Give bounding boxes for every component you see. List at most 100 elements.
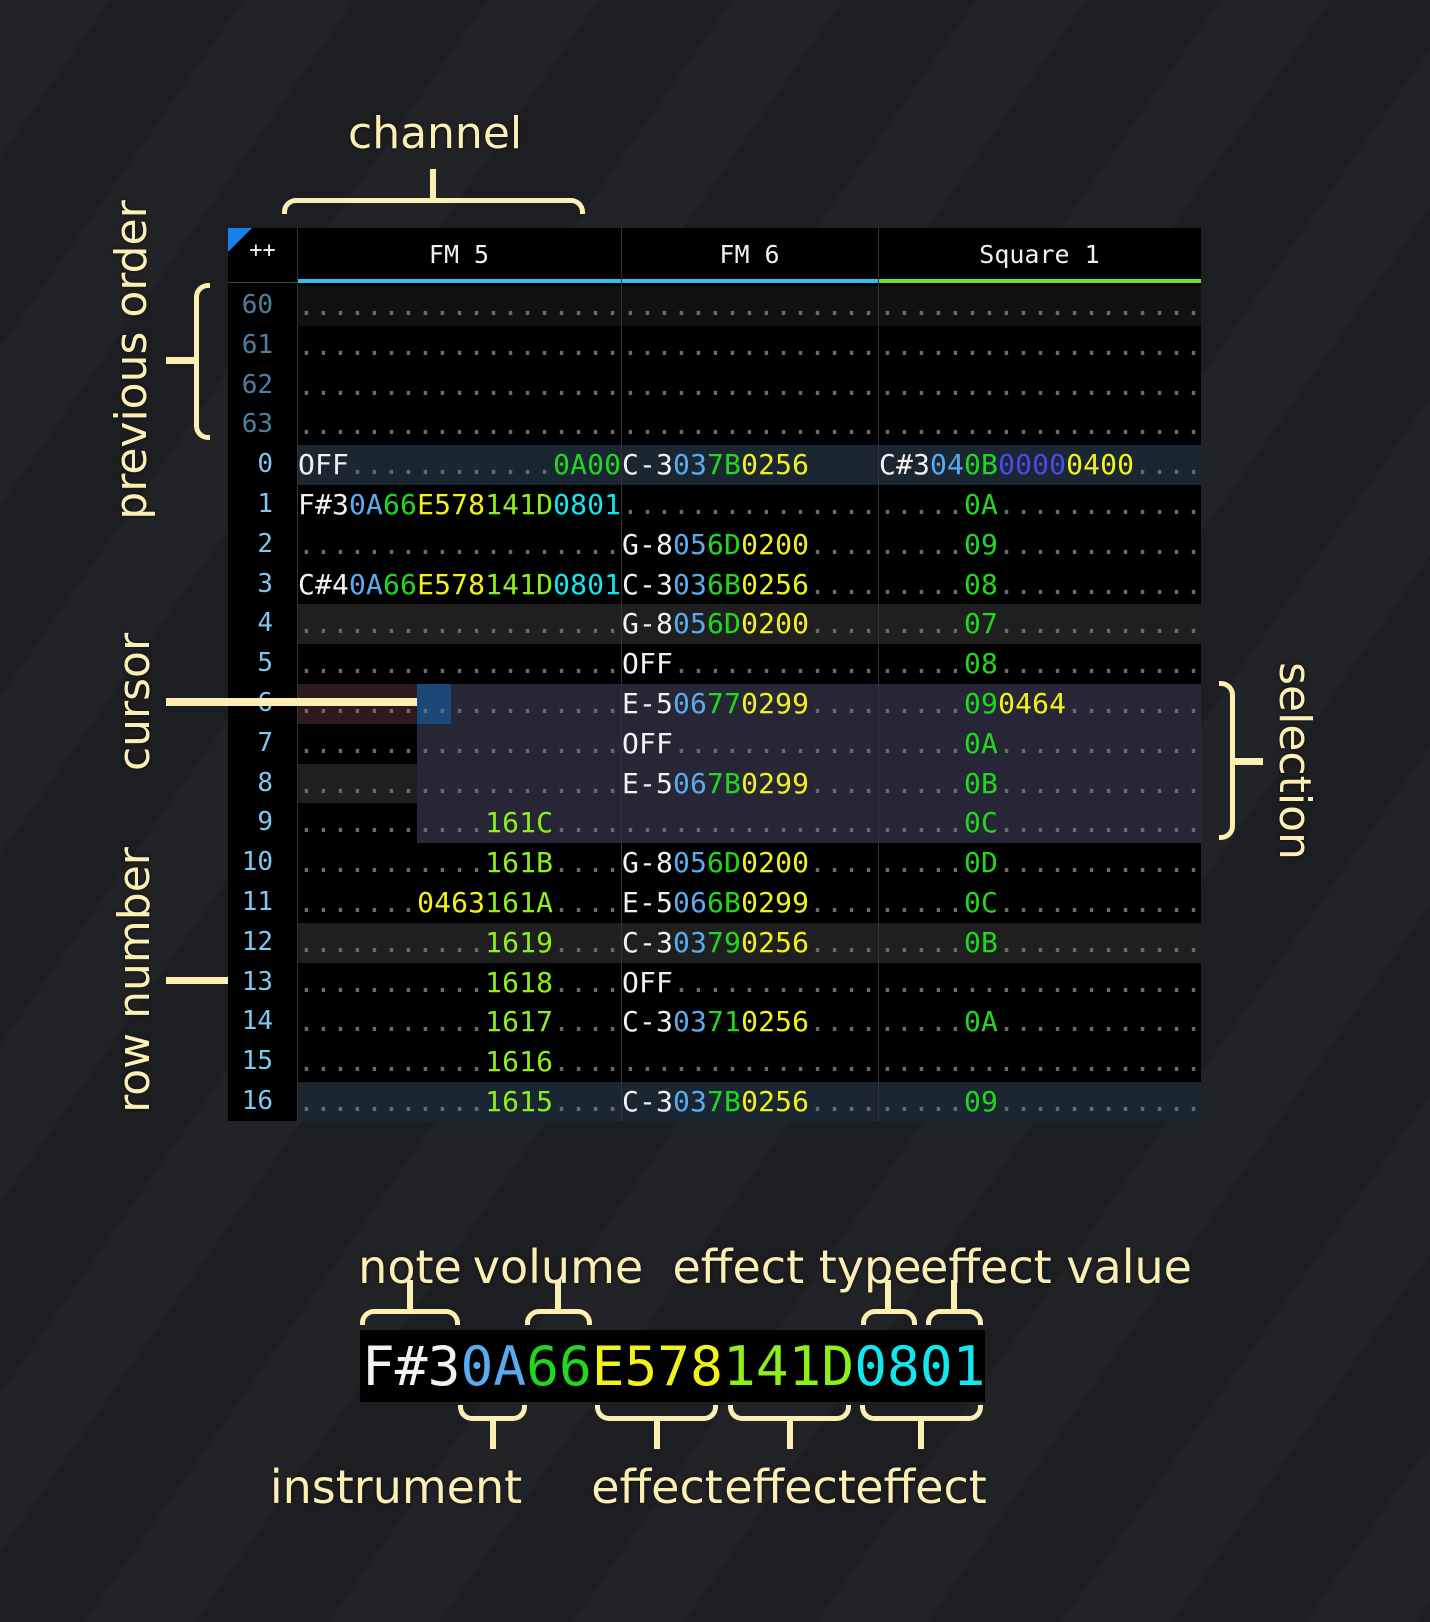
pattern-cell[interactable]: ...........1619.... [298,923,621,963]
pattern-cell[interactable]: ................... [298,326,621,366]
pattern-cell[interactable]: C-303710256.... [622,1002,877,1042]
pattern-cell[interactable]: .....0A............ [879,485,1201,525]
pattern-row[interactable]: 63......................................… [228,405,1201,445]
pattern-row[interactable]: 0 OFF............0A00 C-3037B0256 C#3040B00… [228,445,1201,485]
empty-field: ............ [998,607,1201,641]
pattern-cell[interactable]: E-506770299.... [622,684,877,724]
pattern-row[interactable]: 8................... E-5067B0299.........… [228,763,1201,804]
pattern-cell[interactable]: ............... [622,405,877,445]
pattern-cell[interactable]: ............... [622,286,877,326]
cursor[interactable] [417,684,452,724]
pattern-cell[interactable]: ................... [879,405,1201,445]
pattern-cell[interactable]: ................... [298,724,621,764]
pattern-cell[interactable]: E-5066B0299.... [622,883,877,923]
pattern-cell[interactable]: ...........1615.... [298,1082,621,1121]
pattern-cell[interactable]: OFF............ [622,724,877,764]
pattern-cell[interactable]: ................... [879,286,1201,326]
pattern-row[interactable]: 12 ...........1619.... C-303790256........… [228,922,1201,963]
pattern-cell[interactable]: ................... [298,764,621,804]
pattern-row[interactable]: 61......................................… [228,326,1201,366]
row-highlight [298,445,1201,485]
pattern-cell[interactable]: .....09............ [879,525,1201,565]
pattern-cell[interactable]: .....0B............ [879,764,1201,804]
pattern-cell[interactable]: ............... [622,326,877,366]
channel-header[interactable]: FM 6 [719,239,780,269]
pattern-cell[interactable]: .......0463161A.... [298,883,621,923]
note-bracket [360,1309,460,1325]
pattern-cell[interactable]: C-3037B0256 [622,445,809,485]
pattern-cell[interactable]: .....090464........ [879,684,1201,724]
pattern-cell[interactable]: F#30A66E578141D0801 [298,485,621,525]
pattern-row[interactable]: 10 ...........161B.... G-8056D0200........… [228,843,1201,883]
pattern-cell[interactable]: .....0B............ [879,923,1201,963]
pattern-row[interactable]: 2................... G-8056D0200.........… [228,525,1201,565]
pattern-cell[interactable]: .....0D............ [879,843,1201,883]
pattern-cell[interactable]: ...........1617.... [298,1002,621,1042]
pattern-cell[interactable]: ............... [622,1042,877,1082]
pattern-cell[interactable]: ...........1616.... [298,1042,621,1082]
pattern-row[interactable]: 9 ...........161C........................… [228,803,1201,844]
pattern-cell[interactable]: OFF............0A00 [298,445,621,485]
pattern-cell[interactable]: ................... [298,604,621,644]
pattern-cell[interactable]: .....0C............ [879,883,1201,923]
pattern-cell[interactable]: .....09............ [879,1082,1201,1121]
row-number: 13 [241,966,273,997]
pattern-row[interactable]: 7................... OFF.................… [228,723,1201,764]
pattern-cell[interactable]: ................... [879,963,1201,1003]
pattern-row[interactable]: 14 ...........1617.... C-303710256........… [228,1002,1201,1042]
pattern-cell[interactable]: .....0A............ [879,724,1201,764]
pattern-cell[interactable]: .....08............ [879,565,1201,605]
pattern-cell[interactable]: C#3040B00000400.... [879,445,1201,485]
field-value: 03 [673,1005,708,1039]
pattern-cell[interactable]: ................... [298,525,621,565]
add-channel-button[interactable]: ++ [249,237,276,263]
pattern-row[interactable]: 11 .......0463161A.... E-5066B0299........… [228,883,1201,923]
pattern-cell[interactable]: ................... [298,644,621,684]
empty-field: ............ [998,527,1201,561]
field-value: 0A [964,488,999,521]
pattern-cell[interactable]: G-8056D0200.... [622,604,877,644]
pattern-cell[interactable]: ................... [298,405,621,445]
pattern-cell[interactable]: C-303790256.... [622,923,877,963]
pattern-cell[interactable]: C-3036B0256.... [622,565,877,605]
pattern-row[interactable]: 13 ...........1618.... OFF................… [228,963,1201,1003]
pattern-cell[interactable]: ............... [622,485,877,525]
pattern-row[interactable]: 15 ...........1616.......................… [228,1042,1201,1082]
pattern-row[interactable]: 5................... OFF.................… [228,644,1201,684]
pattern-cell[interactable]: OFF............ [622,644,877,684]
pattern-cell[interactable]: ............... [622,366,877,406]
pattern-cell[interactable]: .....0C............ [879,803,1201,843]
pattern-cell[interactable]: ................... [298,366,621,406]
pattern-cell[interactable]: ...........161C.... [298,803,621,843]
pattern-row[interactable]: 4................... G-8056D0200.........… [228,604,1201,645]
pattern-cell[interactable]: ............... [622,803,877,843]
pattern-cell[interactable]: G-8056D0200.... [622,525,877,565]
pattern-editor[interactable]: ++ FM 5 FM 6 Square 1 60..................… [228,228,1201,1121]
pattern-cell[interactable]: ................... [879,366,1201,406]
pattern-cell[interactable]: ................... [879,1042,1201,1082]
empty-field: ........... [298,925,486,959]
field-value: F#3 [362,1334,461,1398]
pattern-cell[interactable]: ................... [298,286,621,326]
pattern-cell[interactable]: E-5067B0299.... [622,764,877,804]
pattern-cell[interactable]: C-3037B0256.... [622,1082,877,1121]
pattern-cell[interactable]: .....07............ [879,604,1201,644]
empty-field: ................... [879,408,1201,442]
channel-header[interactable]: Square 1 [979,239,1100,269]
pattern-row[interactable]: 60......................................… [228,286,1201,326]
pattern-row[interactable]: 1 F#30A66E578141D0801....................… [228,485,1201,525]
pattern-cell[interactable]: .....08............ [879,644,1201,684]
pattern-cell[interactable]: OFF............ [622,963,877,1003]
pattern-row[interactable]: 3 C#40A66E578141D0801 C-3036B0256.........… [228,565,1201,605]
pattern-cell[interactable]: G-8056D0200.... [622,843,877,883]
channel-header[interactable]: FM 5 [428,239,490,269]
pattern-row[interactable]: 6...................E-506770299.........… [228,684,1201,724]
pattern-cell[interactable]: ................... [879,326,1201,366]
pattern-cell[interactable]: ...........1618.... [298,963,621,1003]
pattern-row[interactable]: 16 ...........1615.... C-3037B0256........… [228,1082,1201,1121]
pattern-cell[interactable]: .....0A............ [879,1002,1201,1042]
row-highlight [298,286,1201,326]
pattern-cell[interactable]: ...........161B.... [298,843,621,883]
pattern-row[interactable]: 62......................................… [228,366,1201,406]
pattern-cell[interactable]: C#40A66E578141D0801 [298,565,621,605]
